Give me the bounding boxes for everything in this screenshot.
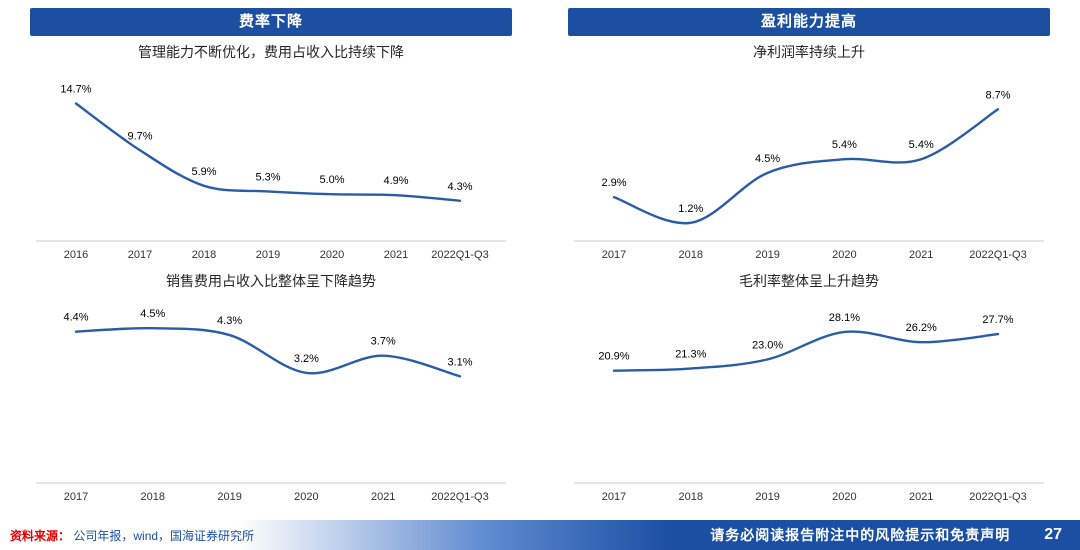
- value-label: 14.7%: [60, 84, 91, 96]
- value-label: 3.2%: [294, 353, 319, 365]
- category-label: 2017: [602, 249, 626, 261]
- value-label: 27.7%: [982, 314, 1013, 326]
- value-label: 4.5%: [140, 308, 165, 320]
- value-label: 4.3%: [217, 315, 242, 327]
- banner-profitability: 盈利能力提高: [568, 8, 1050, 36]
- value-label: 26.2%: [906, 322, 937, 334]
- category-label: 2021: [909, 249, 933, 261]
- value-label: 9.7%: [127, 130, 152, 142]
- category-label: 2021: [384, 249, 408, 261]
- value-label: 5.0%: [319, 174, 344, 186]
- value-label: 4.5%: [755, 153, 780, 165]
- chart-title-admin-expense: 管理能力不断优化，费用占收入比持续下降: [138, 44, 404, 60]
- panel-profitability: 盈利能力提高 净利润率持续上升 2.9% 1.2% 4.5% 5.4% 5.4% 8.7%…: [568, 8, 1050, 509]
- chart-title-net-margin: 净利润率持续上升: [753, 44, 865, 60]
- value-label: 4.3%: [447, 181, 472, 193]
- category-label: 2018: [141, 491, 165, 503]
- category-label: 2020: [320, 249, 344, 261]
- value-label: 1.2%: [678, 203, 703, 215]
- charts-grid: 费率下降 管理能力不断优化，费用占收入比持续下降 14.7% 9.7% 5.9% 5.…: [30, 8, 1050, 509]
- line-chart-selling-expense-ratio: 4.4% 4.5% 4.3% 3.2% 3.7% 3.1% 2017 2018 2019 2020…: [36, 308, 506, 503]
- category-label: 2018: [192, 249, 216, 261]
- source-text: 公司年报，wind，国海证券研究所: [73, 528, 255, 543]
- line-chart-net-margin: 2.9% 1.2% 4.5% 5.4% 5.4% 8.7% 2017 2018 2019 2020…: [574, 89, 1044, 261]
- chart-block-gross-margin: 毛利率整体呈上升趋势 20.9% 21.3% 23.0% 28.1% 26.2% 27.7…: [568, 271, 1050, 509]
- value-label: 5.9%: [191, 166, 216, 178]
- disclaimer-text: 请务必阅读报告附注中的风险提示和免责声明: [710, 527, 1011, 543]
- value-label: 4.9%: [383, 175, 408, 187]
- category-label: 2020: [832, 249, 856, 261]
- page-number: 27: [1044, 526, 1062, 543]
- footer-source: 资料来源： 公司年报，wind，国海证券研究所: [10, 527, 254, 544]
- value-label: 5.3%: [255, 171, 280, 183]
- chart-block-admin-expense: 管理能力不断优化，费用占收入比持续下降 14.7% 9.7% 5.9% 5.3% 5.0…: [30, 42, 512, 267]
- category-label: 2018: [679, 249, 703, 261]
- category-label: 2017: [602, 491, 626, 503]
- category-label: 2016: [64, 249, 88, 261]
- banner-fee-decline: 费率下降: [30, 8, 512, 36]
- value-label: 5.4%: [832, 139, 857, 151]
- category-label: 2017: [128, 249, 152, 261]
- value-label: 28.1%: [829, 312, 860, 324]
- category-label: 2022Q1-Q3: [431, 491, 488, 503]
- category-label: 2019: [755, 491, 779, 503]
- category-label: 2021: [909, 491, 933, 503]
- value-label: 8.7%: [985, 89, 1010, 101]
- chart-block-selling-expense: 销售费用占收入比整体呈下降趋势 4.4% 4.5% 4.3% 3.2% 3.7% 3.1%…: [30, 271, 512, 509]
- category-label: 2019: [755, 249, 779, 261]
- value-label: 20.9%: [598, 351, 629, 363]
- category-label: 2020: [294, 491, 318, 503]
- value-label: 21.3%: [675, 349, 706, 361]
- category-label: 2022Q1-Q3: [969, 249, 1026, 261]
- panel-expense-ratio: 费率下降 管理能力不断优化，费用占收入比持续下降 14.7% 9.7% 5.9% 5.…: [30, 8, 512, 509]
- category-label: 2020: [832, 491, 856, 503]
- line-chart-admin-expense-ratio: 14.7% 9.7% 5.9% 5.3% 5.0% 4.9% 4.3% 2016 2017 201…: [36, 84, 506, 261]
- value-label: 5.4%: [909, 139, 934, 151]
- value-label: 3.7%: [371, 336, 396, 348]
- line-chart-gross-margin: 20.9% 21.3% 23.0% 28.1% 26.2% 27.7% 2017 2018 20…: [574, 312, 1044, 503]
- category-label: 2022Q1-Q3: [431, 249, 488, 261]
- source-label: 资料来源：: [10, 528, 71, 543]
- chart-title-gross-margin: 毛利率整体呈上升趋势: [739, 273, 879, 289]
- category-label: 2017: [64, 491, 88, 503]
- footer-bar: 资料来源： 公司年报，wind，国海证券研究所 请务必阅读报告附注中的风险提示和…: [0, 520, 1080, 550]
- category-label: 2021: [371, 491, 395, 503]
- value-label: 4.4%: [63, 312, 88, 324]
- category-label: 2019: [256, 249, 280, 261]
- value-label: 2.9%: [601, 177, 626, 189]
- chart-block-net-margin: 净利润率持续上升 2.9% 1.2% 4.5% 5.4% 5.4% 8.7% 2017 201…: [568, 42, 1050, 267]
- value-label: 3.1%: [447, 356, 472, 368]
- category-label: 2022Q1-Q3: [969, 491, 1026, 503]
- category-label: 2019: [217, 491, 241, 503]
- footer-right: 请务必阅读报告附注中的风险提示和免责声明 27: [710, 525, 1062, 545]
- chart-title-selling-expense: 销售费用占收入比整体呈下降趋势: [166, 273, 376, 289]
- value-label: 23.0%: [752, 339, 783, 351]
- category-label: 2018: [679, 491, 703, 503]
